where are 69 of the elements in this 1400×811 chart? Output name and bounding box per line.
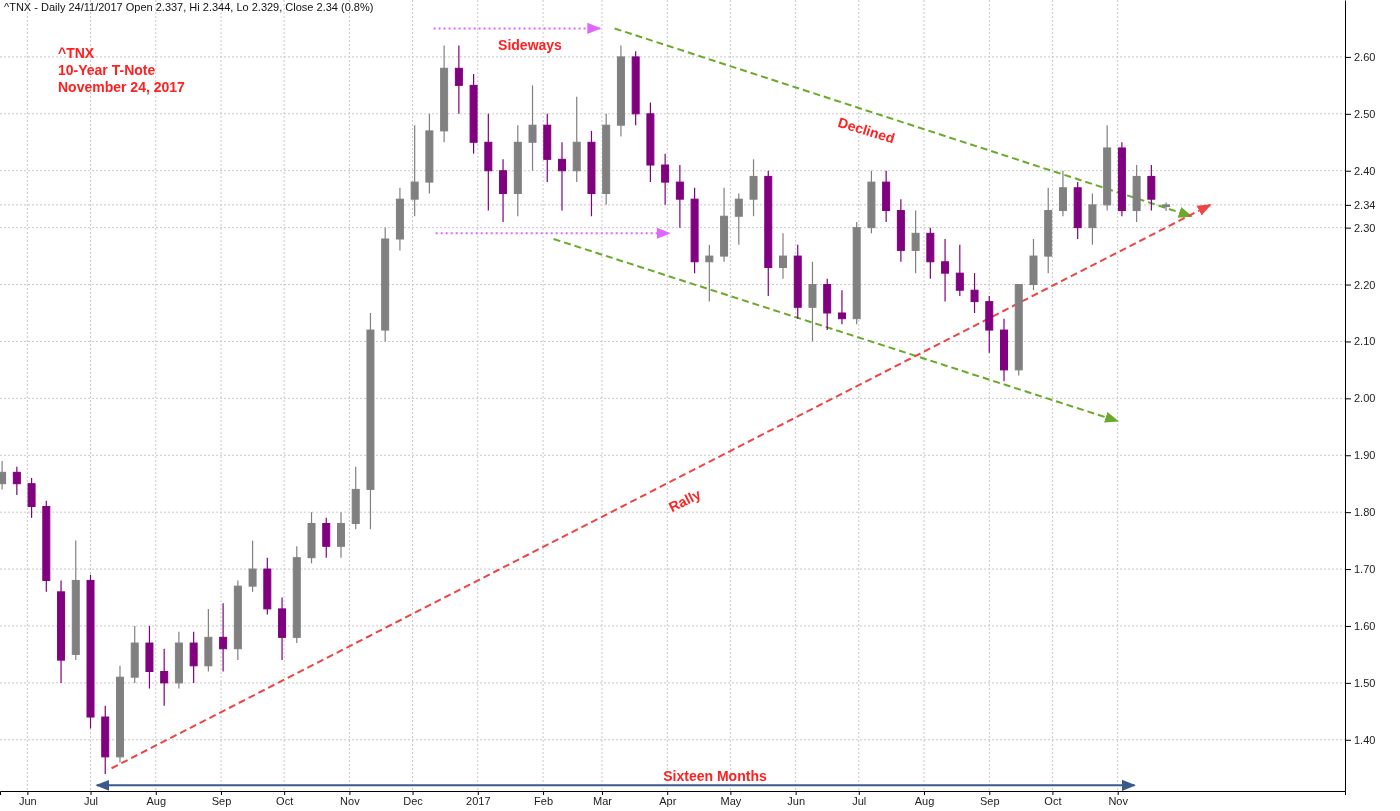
candlestick (336, 511, 345, 559)
candlestick (955, 244, 964, 297)
y-tick-label: 2.60 (1354, 50, 1376, 63)
x-tick-label: Jul (83, 794, 99, 807)
x-tick-label: Nov (1108, 794, 1129, 807)
annotation: 10-Year T-Note (58, 62, 156, 78)
x-tick-label: Oct (276, 794, 294, 807)
y-tick-label: 2.30 (1354, 221, 1376, 234)
candlestick (558, 141, 566, 212)
chart-title: ^TNX - Daily 24/11/2017 Open 2.337, Hi 2.344, Lo 2.329, Close 2.34 (0.8%) (4, 1, 374, 13)
candlestick (734, 192, 743, 246)
candlestick (970, 272, 979, 314)
candlestick (779, 232, 788, 280)
x-tick-label: Jun (787, 794, 806, 807)
y-tick-label: 2.00 (1354, 392, 1376, 405)
candlestick (189, 631, 198, 684)
y-tick-label: 2.20 (1354, 278, 1376, 291)
candlestick (454, 44, 463, 115)
annotation: Rally (666, 485, 704, 516)
annotation: Sideways (498, 37, 563, 53)
candlestick (661, 153, 670, 206)
candlestick (749, 158, 758, 217)
y-tick-label: 1.90 (1354, 449, 1376, 462)
candlestick (499, 158, 508, 223)
y-tick-label: 1.40 (1354, 733, 1376, 746)
candlestick (941, 238, 950, 303)
candlestick (27, 477, 36, 519)
x-tick-label: May (720, 794, 742, 807)
x-tick-label: Nov (340, 794, 361, 807)
x-tick-label: Feb (534, 794, 554, 807)
x-tick-label: 2017 (466, 794, 491, 807)
x-tick-label: Dec (403, 794, 424, 807)
annotation: November 24, 2017 (58, 79, 186, 95)
annotation: Sixteen Months (663, 768, 767, 784)
x-tick-label: Sep (979, 794, 1000, 807)
candlestick (837, 289, 846, 325)
candlestick (12, 466, 21, 496)
candlestick (248, 540, 257, 593)
candlestick (322, 517, 331, 559)
y-tick-label: 1.70 (1354, 563, 1376, 576)
annotation: ^TNX (58, 45, 95, 61)
y-tick-label: 1.50 (1354, 676, 1376, 689)
y-tick-label: 2.50 (1354, 107, 1376, 120)
candlestick (911, 209, 920, 274)
x-tick-label: Sep (211, 794, 232, 807)
x-tick-label: Oct (1044, 794, 1062, 807)
candlestick (410, 124, 419, 217)
x-tick-label: Mar (593, 794, 613, 807)
candlestick (675, 164, 684, 229)
candlestick (1162, 201, 1171, 212)
x-tick-label: Apr (659, 794, 677, 807)
candlestick (1147, 164, 1156, 212)
candlestick (1088, 192, 1097, 246)
y-tick-label: 2.10 (1354, 335, 1376, 348)
candlestick (808, 261, 817, 343)
x-tick-label: Jul (852, 794, 867, 807)
y-tick-label: 2.40 (1354, 164, 1376, 177)
candlestick (219, 602, 228, 673)
y-tick-label: 2.34 (1354, 198, 1376, 211)
candlestick (0, 460, 7, 490)
y-tick-label: 1.60 (1354, 619, 1376, 632)
candlestick (160, 648, 169, 707)
candlestick (705, 244, 714, 303)
x-tick-label: Jun (18, 794, 37, 807)
y-tick-label: 1.80 (1354, 506, 1376, 519)
candlestick (528, 84, 537, 172)
x-tick-label: Aug (914, 794, 935, 807)
x-tick-label: Aug (146, 794, 167, 807)
candlestick (1058, 170, 1067, 217)
